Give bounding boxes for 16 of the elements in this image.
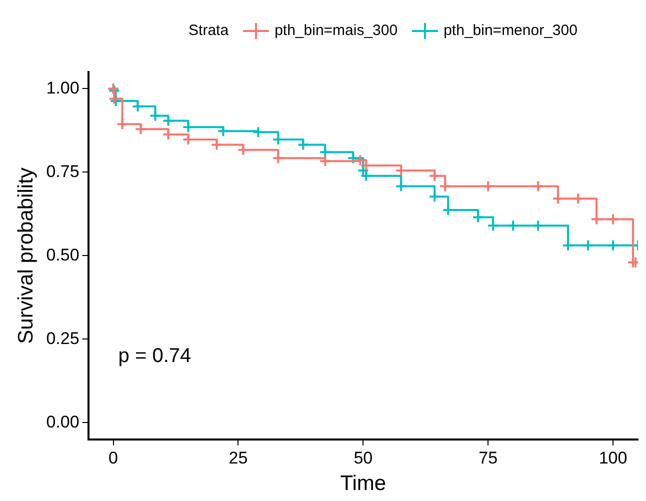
y-tick-label: 0.75 [46, 162, 80, 181]
y-tick-label: 0.00 [46, 412, 80, 432]
x-tick-label: 50 [354, 448, 373, 468]
x-tick-label: 75 [478, 448, 498, 468]
legend-label: pth_bin=mais_300 [274, 22, 398, 39]
x-tick-label: 25 [228, 448, 248, 468]
legend-title: Strata [188, 22, 229, 39]
x-tick-label: 100 [598, 448, 628, 468]
y-tick-label: 0.25 [46, 328, 80, 348]
y-axis-title: Survival probability [14, 167, 38, 344]
annotation: p = 0.74 [118, 345, 192, 368]
x-tick-label: 0 [108, 448, 118, 468]
x-axis-title: Time [340, 472, 386, 496]
legend-label: pth_bin=menor_300 [444, 22, 578, 39]
y-tick-label: 1.00 [46, 78, 80, 98]
y-tick-label: 0.50 [46, 245, 80, 264]
